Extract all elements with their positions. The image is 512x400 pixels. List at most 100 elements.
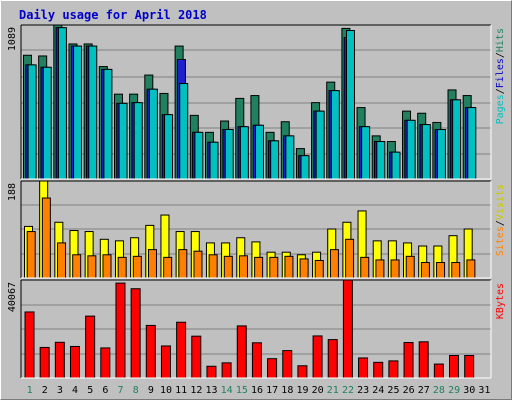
kbytes-bar-day-26 (403, 342, 414, 379)
kbytes-bar-day-12 (191, 335, 202, 379)
sites-bar-day-18 (284, 255, 294, 279)
pages-bar-day-21 (330, 90, 340, 180)
kbytes-bar-day-18 (282, 350, 293, 379)
pages-bar-day-12 (194, 131, 204, 180)
x-tick-label-day-31: 31 (478, 385, 490, 396)
x-tick-label-day-10: 10 (160, 385, 172, 396)
x-tick-label-day-9: 9 (148, 385, 154, 396)
legend-separator: / (495, 88, 506, 94)
pages-bar-day-3 (57, 27, 67, 180)
kbytes-bar-day-9 (145, 324, 156, 379)
sites-bar-day-15 (238, 255, 248, 279)
pages-bar-day-7 (118, 102, 128, 180)
legend-hits: Hits (495, 28, 506, 52)
legend-separator: / (495, 52, 506, 58)
x-tick-label-day-30: 30 (463, 385, 475, 396)
x-tick-label-day-16: 16 (251, 385, 263, 396)
sites-bar-day-11 (178, 249, 188, 279)
x-tick-label-day-2: 2 (42, 385, 48, 396)
kbytes-bar-day-13 (206, 365, 217, 379)
x-tick-label-day-5: 5 (87, 385, 93, 396)
kbytes-bar-day-15 (236, 325, 247, 379)
sites-bar-day-27 (420, 262, 430, 279)
sites-bar-day-25 (390, 259, 400, 279)
kbytes-bar-day-1 (24, 311, 35, 379)
x-tick-label-day-22: 22 (342, 385, 354, 396)
kbytes-bar-day-25 (388, 360, 399, 379)
pages-bar-day-23 (361, 126, 371, 180)
kbytes-bar-day-8 (130, 288, 141, 379)
sites-bar-day-26 (405, 255, 415, 279)
kbytes-bar-day-5 (85, 315, 96, 379)
x-tick-label-day-6: 6 (102, 385, 108, 396)
sites-bar-day-22 (345, 238, 355, 279)
sites-bar-day-8 (132, 255, 142, 279)
sites-bar-day-10 (163, 256, 173, 279)
pages-bar-day-17 (270, 140, 280, 180)
kbytes-bar-day-21 (327, 339, 338, 379)
sites-bar-day-24 (375, 259, 385, 279)
pages-bar-day-15 (239, 126, 249, 180)
sites-bar-day-12 (193, 250, 203, 279)
legend-visits: Visits (495, 184, 506, 220)
legend-kbytes: KBytes (495, 283, 506, 319)
panel-top-max-label: 1089 (7, 27, 18, 51)
kbytes-bar-day-29 (449, 354, 460, 379)
x-tick-label-day-17: 17 (266, 385, 278, 396)
kbytes-bar-day-19 (297, 365, 308, 379)
x-tick-label-day-20: 20 (312, 385, 324, 396)
sites-bar-day-30 (466, 259, 476, 279)
sites-bar-day-19 (299, 258, 309, 279)
kbytes-bar-day-6 (100, 347, 111, 379)
pages-bar-day-20 (315, 110, 325, 180)
kbytes-bar-day-17 (267, 358, 278, 379)
kbytes-bar-day-28 (433, 363, 444, 379)
kbytes-bar-day-20 (312, 335, 323, 379)
kbytes-bar-day-16 (251, 342, 262, 379)
pages-bar-day-18 (285, 135, 295, 180)
kbytes-bar-day-11 (176, 321, 187, 379)
panel-mid-legend: Sites/Visits (495, 184, 506, 256)
pages-bar-day-1 (27, 64, 37, 180)
x-tick-label-day-21: 21 (327, 385, 339, 396)
sites-bar-day-6 (102, 254, 112, 279)
pages-bar-day-25 (391, 151, 401, 180)
kbytes-bar-day-10 (160, 345, 171, 379)
pages-bar-day-5 (88, 45, 98, 180)
x-tick-label-day-18: 18 (281, 385, 293, 396)
panel-bot-legend: KBytes (495, 283, 506, 319)
sites-bar-day-4 (72, 254, 82, 279)
sites-bar-day-5 (87, 255, 97, 279)
kbytes-bar-day-7 (115, 282, 126, 379)
pages-bar-day-8 (133, 102, 143, 180)
x-tick-label-day-13: 13 (205, 385, 217, 396)
x-tick-label-day-1: 1 (27, 385, 33, 396)
pages-bar-day-30 (467, 107, 477, 180)
kbytes-bar-day-27 (418, 341, 429, 379)
pages-bar-day-14 (224, 129, 234, 180)
pages-bar-day-24 (376, 141, 386, 180)
pages-bar-day-19 (300, 155, 310, 180)
pages-bar-day-27 (421, 124, 431, 180)
sites-bar-day-20 (314, 259, 324, 279)
pages-bar-day-22 (345, 30, 355, 180)
legend-files: Files (495, 58, 506, 88)
pages-bar-day-16 (255, 124, 265, 180)
sites-bar-day-23 (360, 256, 370, 279)
kbytes-bar-day-22 (342, 279, 353, 379)
x-tick-label-day-15: 15 (236, 385, 248, 396)
sites-bar-day-28 (436, 262, 446, 279)
pages-bar-day-6 (103, 68, 113, 180)
sites-bar-day-21 (329, 249, 339, 279)
pages-bar-day-10 (164, 114, 174, 180)
sites-bar-day-7 (117, 256, 127, 279)
kbytes-bar-day-3 (54, 341, 65, 379)
pages-bar-day-29 (452, 99, 462, 180)
kbytes-bar-day-2 (39, 346, 50, 379)
x-tick-label-day-12: 12 (190, 385, 202, 396)
sites-bar-day-9 (147, 249, 157, 279)
pages-bar-day-2 (42, 66, 52, 180)
legend-sites: Sites (495, 226, 506, 256)
x-tick-label-day-24: 24 (372, 385, 384, 396)
x-tick-label-day-8: 8 (133, 385, 139, 396)
